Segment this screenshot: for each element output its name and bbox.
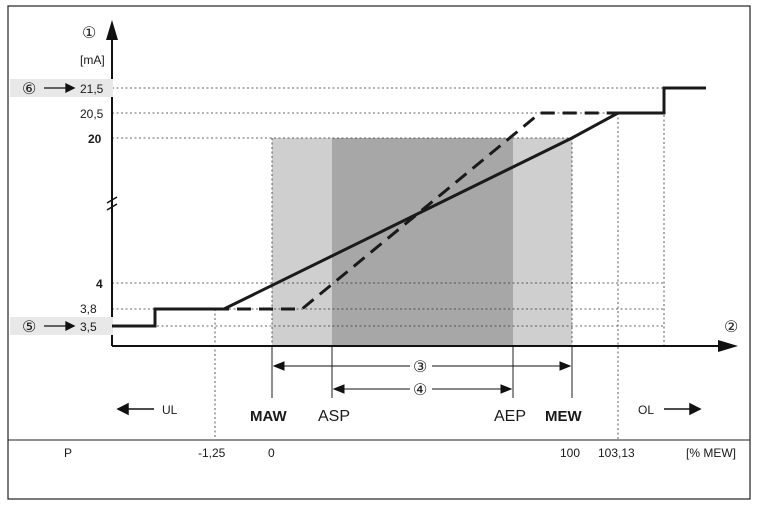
ol-arrow [664,402,702,416]
y-tick-3-5: 3,5 [80,320,97,334]
solid-characteristic-curve [112,86,706,328]
callout-4-bg [410,379,432,399]
mew-label: MEW [545,408,583,425]
diagram-border [7,5,751,500]
callout-3-bg [410,356,432,376]
y-tick-3-8: 3,8 [80,302,97,316]
p-unit-label: [% MEW] [686,446,736,460]
y-unit-label: [mA] [80,53,105,67]
x-axis [112,340,738,352]
callout-5: ⑤ [22,319,36,336]
callout-4: ④ [413,382,427,399]
p-value-mew: 100 [560,446,580,460]
ul-arrow [116,402,154,416]
aep-label: AEP [494,408,526,425]
asp-label: ASP [318,408,350,425]
callout-6: ⑥ [22,81,36,98]
guide-lines [112,87,665,440]
y-tick-4: 4 [96,277,103,291]
y-axis [106,20,118,346]
y-tick-20-5: 20,5 [80,107,104,121]
p-value-maw: 0 [268,446,275,460]
ul-label: UL [162,403,178,417]
y-axis-marker: ① [82,25,96,42]
point-drop-lines [271,346,573,398]
y-tick-20: 20 [88,132,102,146]
y-tick-21-5: 21,5 [80,82,104,96]
p-value-ul: -1,25 [198,446,226,460]
x-axis-marker: ② [724,319,738,336]
p-value-ol: 103,13 [598,446,635,460]
ol-label: OL [638,403,654,417]
p-row-label: P [64,446,72,460]
callout-3: ③ [413,359,427,376]
maw-label: MAW [250,408,288,425]
callout-arrows-left [44,82,76,332]
